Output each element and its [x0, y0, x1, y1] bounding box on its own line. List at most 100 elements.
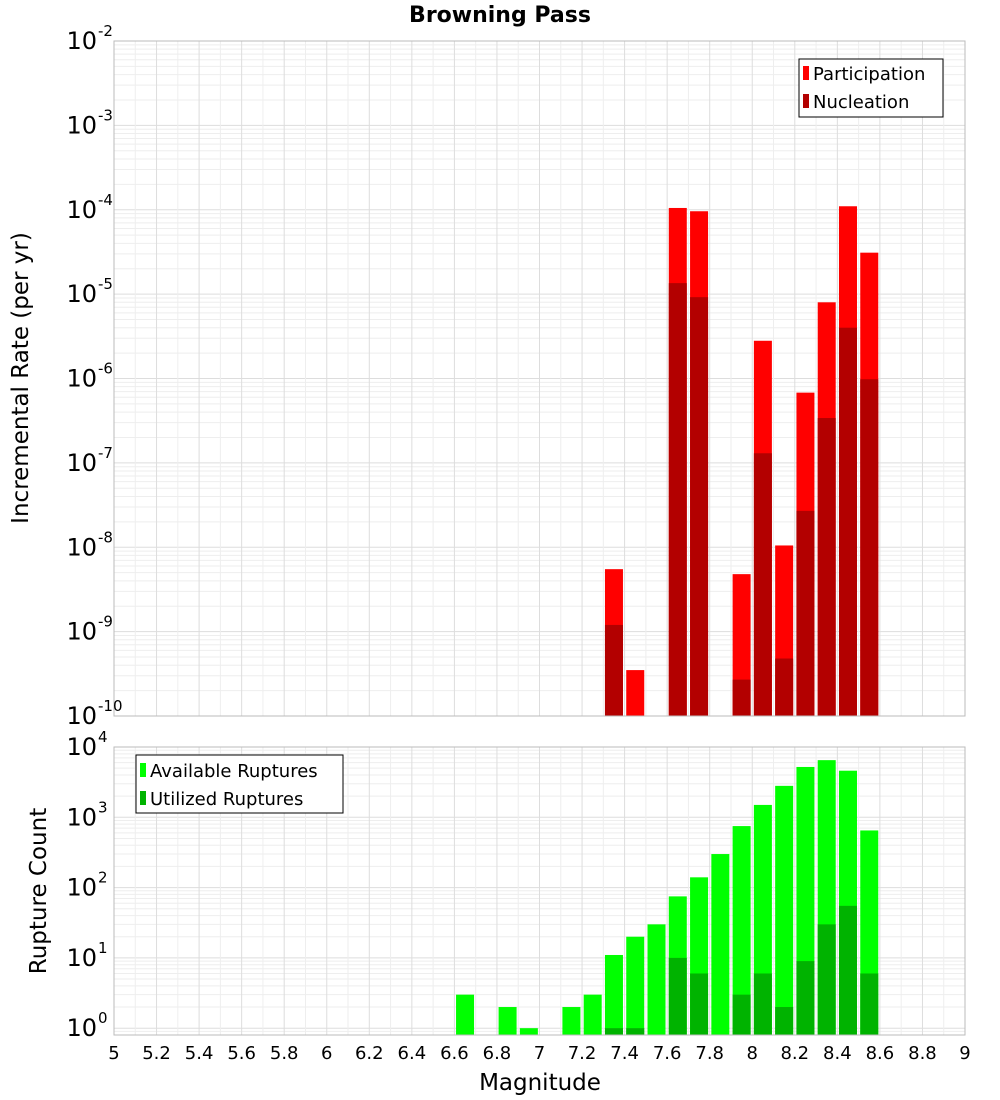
bar-inner-utilized-ruptures	[626, 1028, 645, 1035]
bar-available-ruptures	[626, 936, 645, 1035]
bar-inner-utilized-ruptures	[838, 905, 857, 1035]
y-tick-base: 10	[66, 618, 97, 646]
x-tick-label: 9	[959, 1043, 970, 1064]
x-tick-label: 6	[321, 1043, 332, 1064]
bottom-bars	[456, 760, 879, 1035]
y-tick-base: 10	[66, 533, 97, 561]
x-tick-label: 7.8	[695, 1043, 724, 1064]
bar-available-ruptures	[456, 994, 475, 1035]
bar-available-ruptures	[583, 994, 602, 1035]
y-tick-label: 10 4	[66, 728, 107, 761]
top-bars	[604, 206, 879, 717]
x-tick-label: 5.6	[227, 1043, 256, 1064]
x-tick-label: 8.6	[866, 1043, 895, 1064]
x-tick-labels: 5 5.2 5.4 5.6 5.8 6 6.2 6.4 6.6 6.8 7 7.2 7.4 7.6 7.8 8…	[108, 1043, 970, 1064]
legend-label-participation: Participation	[813, 64, 925, 85]
bar-inner-utilized-ruptures	[604, 1028, 623, 1035]
bar-inner-nucleation	[775, 658, 794, 716]
bar-inner-nucleation	[604, 624, 623, 716]
bar-available-ruptures	[604, 954, 623, 1035]
bar-available-ruptures	[519, 1028, 538, 1035]
y-tick-label: 10 -4	[66, 191, 113, 224]
bar-inner-utilized-ruptures	[817, 924, 836, 1035]
top-y-axis-title: Incremental Rate (per yr)	[8, 232, 34, 524]
legend-swatch-participation	[803, 66, 809, 80]
bar-inner-nucleation	[668, 283, 687, 716]
bar-available-ruptures	[562, 1007, 581, 1035]
y-tick-label: 10 0	[66, 1009, 107, 1042]
bar-inner-nucleation	[732, 679, 751, 716]
y-tick-exponent: -4	[98, 191, 113, 209]
x-tick-label: 5	[108, 1043, 119, 1064]
y-tick-base: 10	[66, 27, 97, 55]
bar-inner-utilized-ruptures	[690, 973, 709, 1035]
y-tick-base: 10	[66, 1014, 97, 1042]
y-tick-exponent: -3	[98, 106, 113, 124]
x-tick-label: 6.2	[355, 1043, 384, 1064]
bar-available-ruptures	[647, 924, 666, 1035]
legend-swatch-utilized	[140, 791, 146, 805]
y-tick-exponent: 2	[98, 869, 108, 887]
bar-inner-nucleation	[753, 453, 772, 716]
top-grid	[113, 40, 966, 717]
y-tick-label: 10 -6	[66, 360, 113, 393]
x-tick-label: 8.2	[780, 1043, 809, 1064]
top-legend: Participation Nucleation	[798, 58, 944, 118]
y-tick-label: 10 -8	[66, 528, 113, 561]
y-tick-exponent: -2	[98, 22, 113, 40]
bar-inner-nucleation	[860, 379, 879, 716]
y-tick-base: 10	[66, 365, 97, 393]
bar-inner-nucleation	[838, 327, 857, 716]
top-legend-box	[798, 58, 944, 118]
y-tick-base: 10	[66, 280, 97, 308]
bar-inner-utilized-ruptures	[732, 994, 751, 1035]
y-tick-base: 10	[66, 944, 97, 972]
y-tick-exponent: 4	[98, 728, 108, 746]
x-tick-label: 7.6	[653, 1043, 682, 1064]
y-tick-exponent: 3	[98, 798, 108, 816]
y-tick-base: 10	[66, 196, 97, 224]
y-tick-label: 10 2	[66, 869, 107, 902]
x-tick-label: 6.6	[440, 1043, 469, 1064]
y-tick-label: 10 -10	[66, 697, 122, 730]
y-tick-base: 10	[66, 702, 97, 730]
x-tick-label: 7.2	[568, 1043, 597, 1064]
x-tick-label: 8.4	[823, 1043, 852, 1064]
y-tick-label: 10 -9	[66, 613, 113, 646]
y-tick-base: 10	[66, 803, 97, 831]
bottom-y-axis-title: Rupture Count	[26, 808, 52, 974]
x-tick-label: 7	[534, 1043, 545, 1064]
top-plot-border	[113, 40, 966, 717]
x-axis-title: Magnitude	[479, 1070, 601, 1096]
y-tick-exponent: -8	[98, 528, 113, 546]
bar-inner-nucleation	[796, 510, 815, 716]
bar-participation	[626, 670, 645, 716]
y-tick-label: 10 1	[66, 939, 107, 972]
bar-available-ruptures	[775, 785, 794, 1035]
y-tick-label: 10 -5	[66, 275, 113, 308]
x-tick-label: 5.8	[270, 1043, 299, 1064]
bar-available-ruptures	[498, 1007, 517, 1035]
legend-label-utilized: Utilized Ruptures	[150, 789, 303, 810]
bar-available-ruptures	[732, 826, 751, 1035]
y-tick-exponent: -6	[98, 360, 113, 378]
x-tick-label: 5.2	[142, 1043, 171, 1064]
y-tick-exponent: 1	[98, 939, 108, 957]
y-tick-label: 10 -7	[66, 444, 113, 477]
bar-inner-utilized-ruptures	[796, 961, 815, 1035]
y-tick-label: 10 -2	[66, 22, 113, 55]
y-tick-base: 10	[66, 111, 97, 139]
bottom-legend-box	[135, 754, 344, 814]
y-tick-label: 10 -3	[66, 106, 113, 139]
y-tick-label: 10 3	[66, 798, 107, 831]
bar-inner-utilized-ruptures	[668, 957, 687, 1035]
bar-available-ruptures	[711, 854, 730, 1035]
legend-label-available: Available Ruptures	[150, 761, 318, 782]
legend-label-nucleation: Nucleation	[813, 92, 909, 113]
bar-inner-utilized-ruptures	[753, 973, 772, 1035]
